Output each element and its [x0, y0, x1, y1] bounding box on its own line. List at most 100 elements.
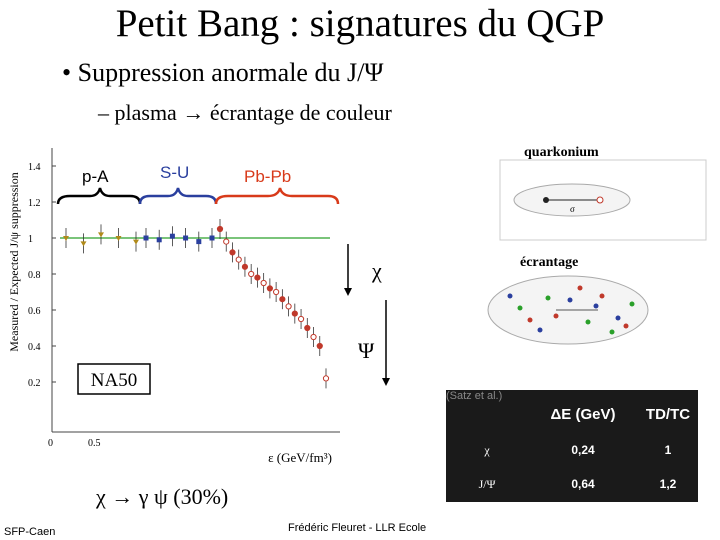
data-point	[196, 239, 202, 245]
sub-bullet-marker: –	[98, 100, 109, 125]
data-point	[297, 315, 305, 323]
plasma-charge-dot	[527, 317, 533, 323]
data-point	[133, 239, 139, 245]
table-row: J/Ψ 0,64 1,2	[446, 466, 698, 502]
table-cell: 0,24	[571, 443, 595, 457]
bullet-1-text: Suppression anormale du J/Ψ	[77, 58, 384, 87]
data-point	[285, 303, 292, 310]
table-row: χ 0,24 1	[446, 432, 698, 468]
plasma-charge-dot	[537, 327, 543, 333]
plasma-charge-dot	[615, 315, 621, 321]
data-point	[183, 235, 189, 241]
data-point	[322, 375, 330, 382]
ecrantage-label: écrantage	[520, 255, 578, 270]
quarkonium-frame	[499, 159, 707, 241]
data-point	[63, 236, 69, 241]
y-tick-label: 0.8	[28, 270, 41, 281]
bullet-marker: •	[62, 58, 72, 87]
na50-label: NA50	[91, 370, 137, 391]
bullet-1: • Suppression anormale du J/Ψ	[62, 58, 383, 88]
y-ticks: 1.4 1.2 1 0.8 0.6 0.4 0.2	[28, 162, 56, 389]
data-point	[216, 225, 224, 233]
brace-su	[138, 187, 218, 205]
plasma-charge-dot	[545, 295, 551, 301]
table-cell: 1,2	[659, 477, 677, 491]
data-point	[115, 236, 122, 241]
footer-left: SFP-Caen	[4, 526, 56, 538]
plasma-charge-dot	[629, 301, 635, 307]
data-point	[209, 235, 215, 241]
table-cell: 0,64	[571, 477, 595, 491]
chi-arrowhead	[344, 288, 352, 296]
x-ticks: 0 0.5	[48, 438, 101, 449]
y-tick-label: 1	[28, 234, 33, 245]
table-header-cell: ΔE (GeV)	[550, 405, 616, 423]
satz-reference: (Satz et al.)	[446, 390, 503, 402]
antiquark-dot	[596, 196, 604, 204]
y-tick-label: 0.6	[28, 306, 41, 317]
data-point	[80, 241, 87, 247]
label-pa: p-A	[82, 167, 109, 186]
data-point	[254, 274, 261, 281]
x-tick-label: 0	[48, 438, 53, 449]
plasma-charge-dot	[623, 323, 629, 329]
y-tick-label: 1.2	[28, 198, 41, 209]
quarkonium-label: quarkonium	[524, 145, 599, 160]
brace-pa	[56, 187, 142, 205]
plasma-charge-dot	[599, 293, 605, 299]
y-tick-label: 0.2	[28, 378, 41, 389]
brace-pbpb	[214, 187, 340, 205]
plasma-charge-dot	[507, 293, 513, 299]
data-point	[248, 270, 255, 278]
plasma-charge-dot	[567, 297, 573, 303]
plasma-charge-dot	[585, 319, 591, 325]
plasma-charge-dot	[593, 303, 599, 309]
table-cell: J/Ψ	[478, 476, 496, 491]
chi-symbol: χ	[371, 258, 382, 283]
sigma-label: σ	[570, 204, 575, 214]
plasma-charge-dot	[577, 285, 583, 291]
table-header-cell: TD/TC	[645, 405, 691, 423]
label-su: S-U	[160, 163, 189, 182]
plasma-charges	[507, 285, 635, 335]
bullet-2: – plasma → écrantage de couleur	[98, 100, 392, 126]
data-point	[98, 232, 104, 238]
plasma-charge-dot	[517, 305, 523, 311]
table-cell: 1	[664, 443, 672, 457]
y-axis-label: Measured / Expected J/ψ suppression	[7, 172, 21, 351]
psi-arrowhead	[382, 378, 390, 386]
slide-title: Petit Bang : signatures du QGP	[115, 2, 605, 45]
data-point	[241, 263, 249, 270]
na50-box	[77, 363, 151, 395]
jpsi-suppression-plot: Measured / Expected J/ψ suppression 1.41…	[7, 148, 340, 465]
quark-dot	[543, 197, 549, 203]
data-point	[143, 235, 149, 241]
data-point	[279, 296, 286, 303]
bullet-2-text: plasma → écrantage de couleur	[114, 100, 392, 125]
screening-table: ΔE (GeV) TD/TC χ 0,24 1 J/Ψ 0,64 1,2	[446, 390, 698, 502]
data-point	[260, 279, 267, 287]
data-point	[169, 233, 175, 239]
data-point	[316, 342, 323, 350]
plasma-charge-dot	[609, 329, 615, 335]
label-pbpb: Pb-Pb	[244, 167, 291, 186]
data-point	[291, 310, 298, 317]
data-point	[273, 288, 280, 296]
data-point	[235, 256, 242, 263]
data-point	[310, 333, 317, 341]
data-point	[156, 237, 162, 243]
data-point	[266, 285, 273, 292]
decay-text: χ → γ ψ (30%)	[95, 484, 228, 509]
y-tick-label: 1.4	[28, 162, 41, 173]
footer-center: Frédéric Fleuret - LLR Ecole	[288, 522, 427, 534]
x-axis-label: ε (GeV/fm³)	[268, 450, 332, 465]
y-tick-label: 0.4	[28, 342, 41, 353]
data-point	[223, 238, 230, 245]
x-tick-label: 0.5	[88, 438, 101, 449]
table-header-row: ΔE (GeV) TD/TC	[446, 396, 698, 432]
table-cell: χ	[484, 442, 490, 457]
data-point	[229, 249, 236, 256]
data-point	[304, 324, 311, 332]
plasma-charge-dot	[553, 313, 559, 319]
